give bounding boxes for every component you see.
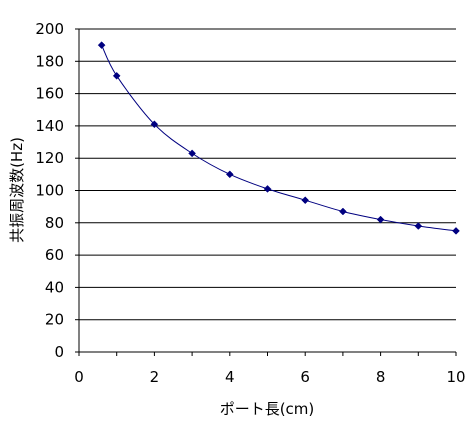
y-tick-label-0: 0 [54,343,64,361]
data-point-0-8 [376,215,385,224]
x-tick-label-8: 8 [376,368,386,386]
x-tick-label-4: 4 [225,368,235,386]
x-tick-label-10: 10 [446,368,465,386]
y-tick-labels: 0 20 40 60 80 100 120 140 160 180 200 [35,20,64,361]
x-axis-title: ポート長(cm) [220,400,315,418]
y-tick-label-160: 160 [35,85,64,103]
data-point-0-1 [112,71,121,80]
data-point-0-3 [188,149,196,158]
y-tick-label-40: 40 [45,278,64,296]
data-point-0-10 [452,227,460,235]
series-group [97,41,460,235]
gridlines [79,28,456,321]
axes [75,28,457,356]
x-tick-label-0: 0 [74,368,84,386]
data-point-0-6 [301,196,310,205]
x-tick-label-6: 6 [300,368,310,386]
y-tick-label-140: 140 [35,117,64,135]
x-tick-label-2: 2 [150,368,160,386]
data-point-0-5 [263,185,272,193]
data-point-0-9 [414,222,423,230]
data-point-0-2 [150,120,159,129]
data-point-0-4 [225,170,234,179]
y-tick-label-80: 80 [45,214,64,232]
y-tick-label-200: 200 [35,20,64,38]
y-tick-label-120: 120 [35,149,64,167]
data-point-0-0 [97,41,106,50]
x-tick-labels: 0 2 4 6 8 10 [74,368,465,386]
y-axis-title: 共振周波数(Hz) [8,137,26,243]
y-tick-label-60: 60 [45,246,64,264]
y-tick-label-100: 100 [35,182,64,200]
y-tick-label-20: 20 [45,311,64,329]
y-tick-label-180: 180 [35,52,64,70]
data-point-0-7 [339,207,347,216]
series-line-0 [101,44,457,232]
